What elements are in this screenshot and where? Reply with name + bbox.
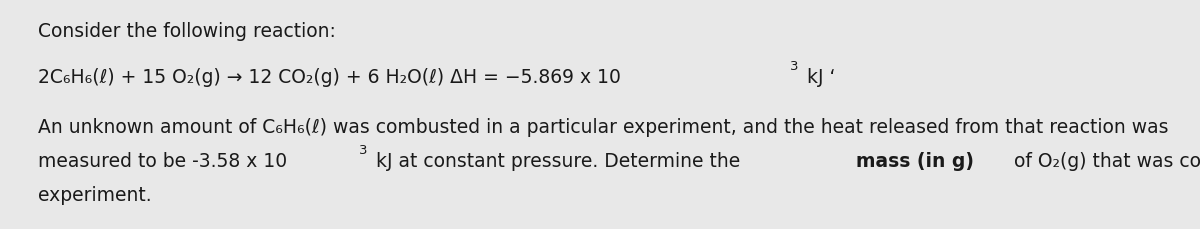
Text: Consider the following reaction:: Consider the following reaction:: [38, 22, 336, 41]
Text: kJ ‘: kJ ‘: [802, 68, 835, 87]
Text: kJ at constant pressure. Determine the: kJ at constant pressure. Determine the: [371, 151, 746, 170]
Text: experiment.: experiment.: [38, 185, 151, 204]
Text: mass (in g): mass (in g): [856, 151, 974, 170]
Text: 2C₆H₆(ℓ) + 15 O₂(g) → 12 CO₂(g) + 6 H₂O(ℓ) ΔH = −5.869 x 10: 2C₆H₆(ℓ) + 15 O₂(g) → 12 CO₂(g) + 6 H₂O(…: [38, 68, 620, 87]
Text: of O₂(g) that was consumed during this: of O₂(g) that was consumed during this: [1008, 151, 1200, 170]
Text: measured to be -3.58 x 10: measured to be -3.58 x 10: [38, 151, 287, 170]
Text: 3: 3: [360, 143, 368, 156]
Text: 3: 3: [790, 60, 798, 73]
Text: An unknown amount of C₆H₆(ℓ) was combusted in a particular experiment, and the h: An unknown amount of C₆H₆(ℓ) was combust…: [38, 117, 1169, 136]
